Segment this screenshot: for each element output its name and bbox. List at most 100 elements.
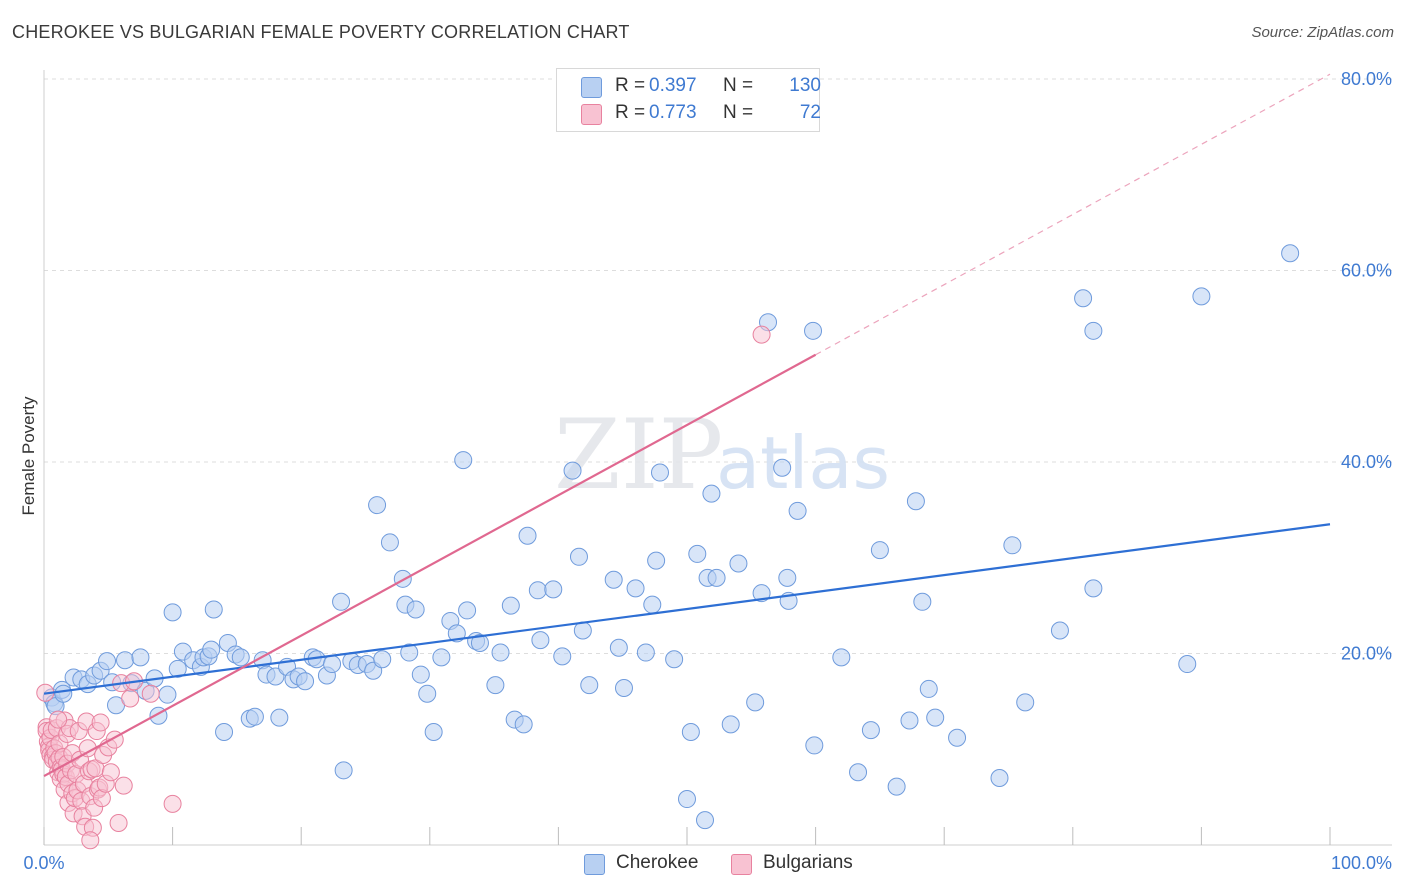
cherokee-point [1074,289,1093,308]
bulgarian-point [121,689,140,708]
cherokee-trend-line [43,523,1331,695]
y-tick-label-40: 40.0% [1341,452,1392,472]
cherokee-point [266,667,285,686]
cherokee-point [746,693,765,712]
gridlines [43,70,1392,846]
cherokee-point [1178,655,1197,674]
cherokee-point [643,595,662,614]
bulgarian-swatch [581,104,602,125]
cherokee-point [563,461,582,480]
cherokee-point [215,723,234,742]
n-value: 130 [789,75,821,96]
cherokee-point [158,685,177,704]
cherokee-point [204,600,223,619]
cherokee-point [650,463,669,482]
cherokee-point [231,648,250,667]
cherokee-point [626,579,645,598]
r-value: 0.773 [649,102,697,123]
cherokee-point [678,790,696,809]
cherokee-point [861,721,880,740]
cherokee-point [334,761,353,780]
cherokee-point [163,603,182,622]
cherokee-point [98,652,117,671]
cherokee-point [614,678,633,697]
cherokee-point [870,541,889,560]
cherokee-point [707,568,726,587]
cherokee-point [721,715,740,734]
cherokee-point [432,648,451,667]
cherokee-point [296,672,315,691]
cherokee-point [647,551,666,570]
cherokee-point [926,708,945,727]
cherokee-point [486,676,505,695]
cherokee-point [514,715,533,734]
correlation-legend: R = 0.397 N = 130 R = 0.773 N = 72 [556,68,821,132]
cherokee-point [569,547,588,566]
cherokee-point [788,501,807,520]
cherokee-point [948,728,967,747]
cherokee-point [1192,287,1211,306]
bulgarian-point [49,710,68,729]
cherokee-point [804,321,823,340]
cherokee-point [528,581,547,600]
cherokee-point [752,584,771,603]
chart-title: CHEROKEE VS BULGARIAN FEMALE POVERTY COR… [12,22,630,42]
cherokee-point [393,569,412,588]
bulgarian-trend-extension [815,73,1331,356]
cherokee-point [454,451,473,470]
source-label: Source: ZipAtlas.com [1251,24,1394,41]
y-axis-label: Female Poverty [19,396,38,516]
cherokee-point [116,651,135,670]
cherokee-point [1050,621,1069,640]
n-label: N = [723,102,754,123]
cherokee-point [900,711,919,730]
cherokee-point [131,648,150,667]
legend-label-bulgarians: Bulgarians [763,852,853,873]
legend-label-cherokee: Cherokee [616,852,699,873]
cherokee-point [531,631,550,650]
cherokee-point [168,659,187,678]
cherokee-point [418,684,437,703]
bulgarian-point [114,776,133,795]
cherokee-point [332,592,351,611]
y-tick-labels: 20.0% 40.0% 60.0% 80.0% [1341,69,1392,664]
cherokee-point [323,655,342,674]
cherokee-point [580,676,599,695]
cherokee-swatch [584,854,605,875]
bulgarian-swatch [731,854,752,875]
cherokee-point [990,768,1009,787]
y-tick-label-80: 80.0% [1341,69,1392,89]
cherokee-point [406,600,425,619]
y-tick-label-20: 20.0% [1341,644,1392,664]
y-tick-label-60: 60.0% [1341,261,1392,281]
cherokee-point [906,492,925,511]
r-label: R = [615,102,646,123]
watermark-atlas: atlas [716,421,890,505]
cherokee-point [202,640,221,659]
cherokee-point [368,496,387,515]
cherokee-point [54,684,73,703]
cherokee-point [501,596,520,615]
cherokee-point [373,650,392,669]
watermark-zip: ZIP [554,399,723,511]
bulgarian-point [163,794,182,813]
watermark: ZIP atlas [554,399,890,511]
cherokee-point [913,592,932,611]
cherokee-point [609,638,628,657]
cherokee-point [604,570,623,589]
x-axis-ticks [43,827,1331,845]
cherokee-point [636,643,655,662]
cherokee-point [544,580,563,599]
cherokee-point [491,643,510,662]
bulgarian-point [81,831,100,850]
bulgarian-point [91,713,110,732]
cherokee-point [832,648,851,667]
cherokee-point [270,708,289,727]
cherokee-point [518,526,537,545]
bulgarian-trend-line [43,353,817,778]
cherokee-point [665,650,684,669]
bulgarian-point [101,763,120,782]
n-label: N = [723,75,754,96]
x-tick-label-0: 0.0% [23,853,64,873]
cherokee-point [411,665,430,684]
